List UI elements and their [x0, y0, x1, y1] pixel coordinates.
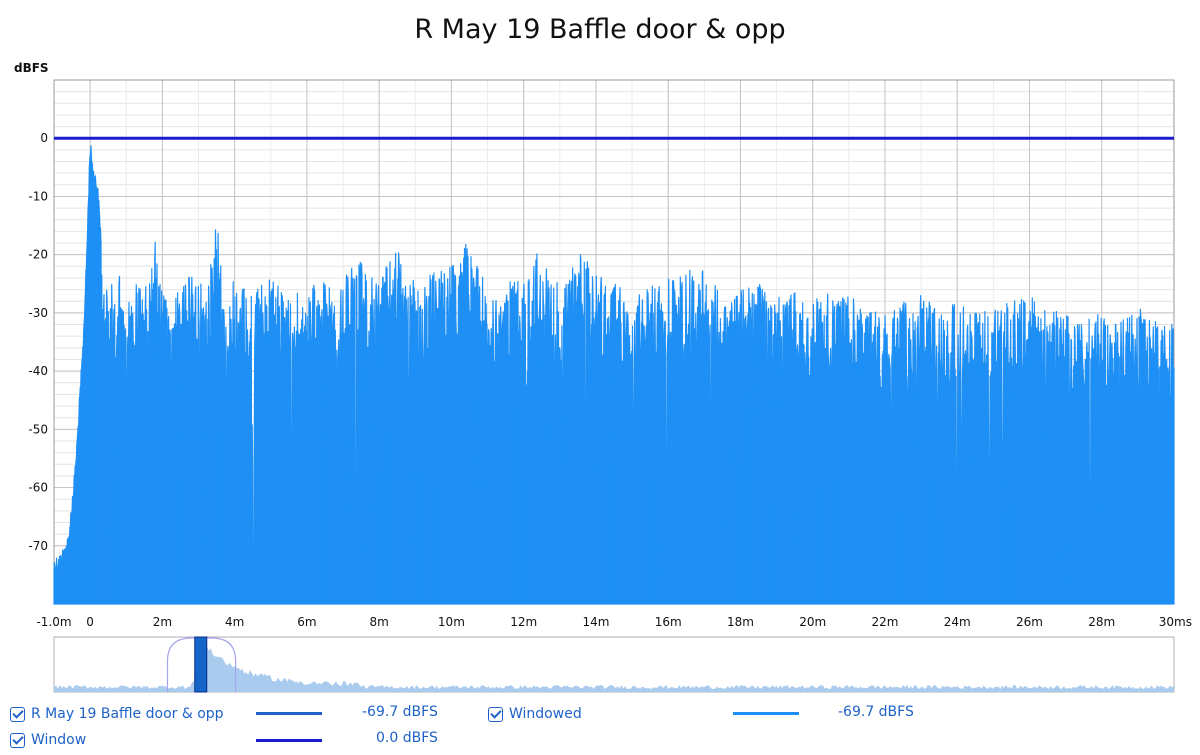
legend-line-measurement: [256, 712, 322, 715]
x-tick-label: 26m: [1016, 615, 1043, 629]
x-tick-label: 22m: [871, 615, 898, 629]
x-tick-label: 18m: [727, 615, 754, 629]
x-tick-label: 12m: [510, 615, 537, 629]
legend-value-windowed: -69.7 dBFS: [838, 704, 914, 720]
x-tick-label: 14m: [582, 615, 609, 629]
legend-line-windowed: [733, 712, 799, 715]
chart-title: R May 19 Baffle door & opp: [414, 14, 786, 45]
checkbox-icon[interactable]: [10, 732, 25, 748]
legend-value-measurement: -69.7 dBFS: [362, 704, 438, 720]
legend-item-window[interactable]: Window: [10, 729, 86, 751]
overview-view-handle[interactable]: [194, 636, 208, 693]
y-tick-label: 0: [40, 131, 48, 145]
x-tick-label: 20m: [799, 615, 826, 629]
x-tick-label: 4m: [225, 615, 244, 629]
y-axis-label: dBFS: [14, 61, 49, 75]
x-tick-label: 6m: [297, 615, 316, 629]
y-tick-label: -40: [28, 364, 48, 378]
y-tick-label: -60: [28, 481, 48, 495]
windowed-trace: [53, 145, 1175, 605]
legend-item-measurement[interactable]: R May 19 Baffle door & opp: [10, 703, 224, 725]
x-tick-label: 30ms: [1159, 615, 1192, 629]
x-tick-label: 28m: [1088, 615, 1115, 629]
legend-value-window: 0.0 dBFS: [376, 730, 438, 746]
x-tick-label: 0: [86, 615, 94, 629]
impulse-chart[interactable]: 0 -10 -20 -30 -40 -50 -60 -70 -1.0m 0 2m 4m 6m 8m 10m…: [0, 0, 1200, 700]
legend-item-windowed[interactable]: Windowed: [488, 703, 582, 725]
x-tick-label: 10m: [438, 615, 465, 629]
x-tick-label: 16m: [655, 615, 682, 629]
x-axis-ticks: -1.0m 0 2m 4m 6m 8m 10m 12m 14m 16m 18m 20m 22m 24m 26…: [36, 615, 1192, 629]
legend-label: Window: [31, 732, 87, 748]
y-axis-ticks: 0 -10 -20 -30 -40 -50 -60 -70: [28, 131, 48, 553]
x-tick-label: 24m: [944, 615, 971, 629]
x-tick-label: 8m: [369, 615, 388, 629]
checkbox-icon[interactable]: [10, 706, 25, 722]
y-tick-label: -30: [28, 306, 48, 320]
x-tick-label: -1.0m: [36, 615, 71, 629]
legend: R May 19 Baffle door & opp -69.7 dBFS Wi…: [0, 700, 1200, 755]
legend-line-window: [256, 739, 322, 742]
y-tick-label: -10: [28, 189, 48, 203]
x-tick-label: 2m: [153, 615, 172, 629]
overview-strip[interactable]: [53, 635, 1175, 693]
y-tick-label: -70: [28, 539, 48, 553]
windowed-trace-path: [53, 145, 1175, 605]
checkbox-icon[interactable]: [488, 706, 503, 722]
legend-label: R May 19 Baffle door & opp: [31, 706, 224, 722]
legend-label: Windowed: [509, 706, 582, 722]
y-tick-label: -20: [28, 248, 48, 262]
y-tick-label: -50: [28, 422, 48, 436]
overview-signal: [54, 635, 1174, 692]
